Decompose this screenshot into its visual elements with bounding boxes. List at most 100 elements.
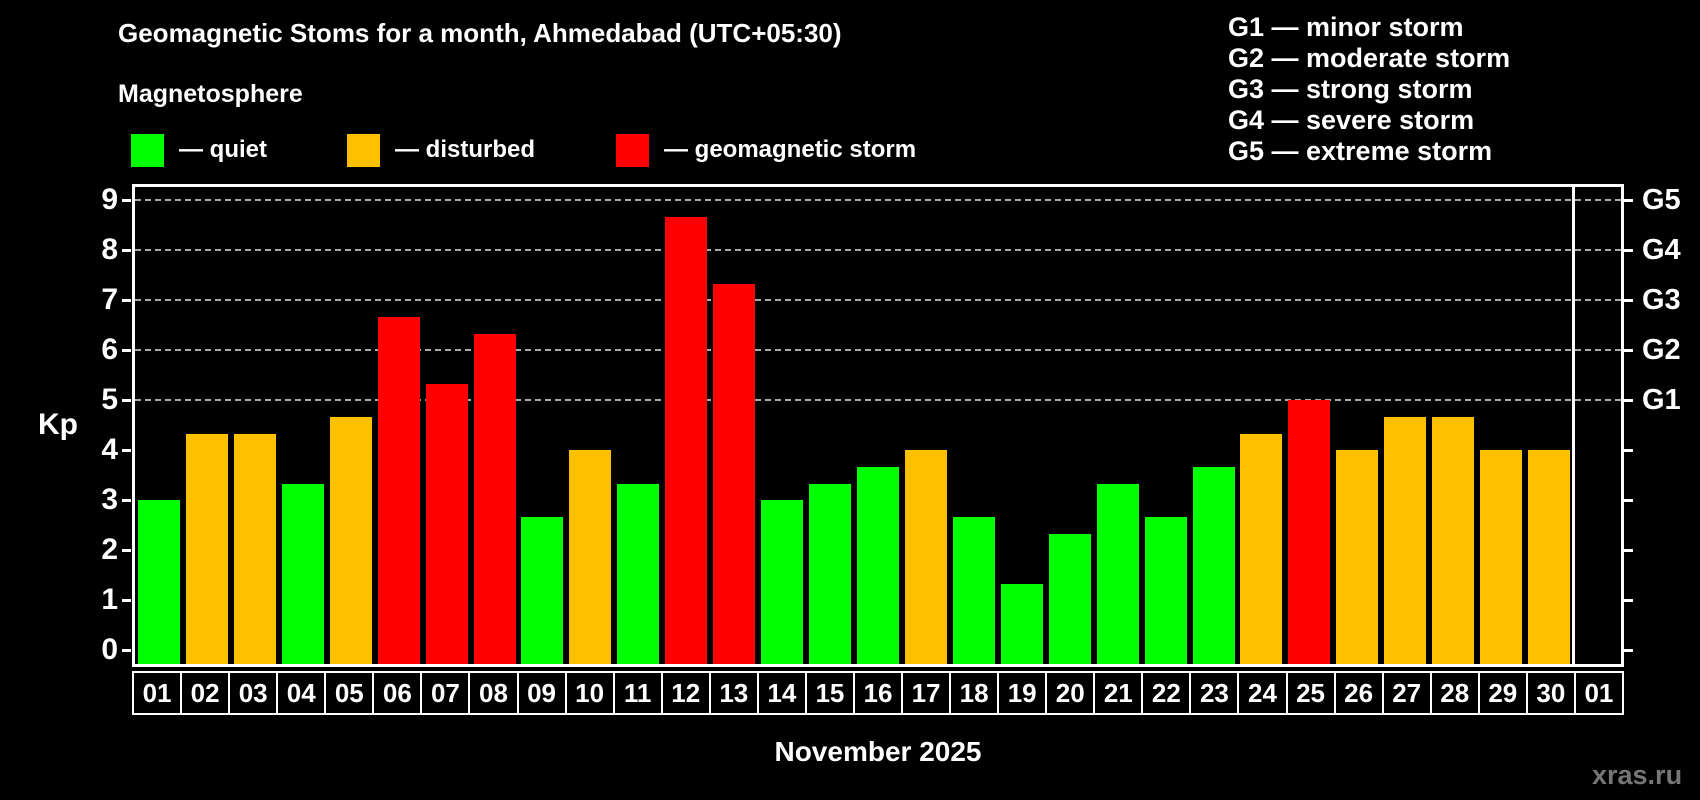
bar-day-15: [809, 483, 852, 664]
bar-day-19: [1000, 583, 1043, 664]
left-tick-kp7: [122, 298, 131, 302]
bar-day-22: [1144, 516, 1187, 664]
g-legend-line-g5: G5 — extreme storm: [1228, 136, 1493, 166]
right-axis-label-g2: G2: [1642, 334, 1681, 366]
day-label-21: 21: [1093, 671, 1144, 715]
day-label-01-next: 01: [1573, 671, 1624, 715]
y-tick-label-5: 5: [101, 383, 118, 416]
right-tick-kp5: [1624, 398, 1633, 402]
day-label-14: 14: [756, 671, 807, 715]
gridline-kp9: [135, 199, 1621, 201]
left-tick-kp0: [122, 648, 131, 652]
right-axis-label-g5: G5: [1642, 184, 1681, 216]
plot-area: [132, 184, 1624, 667]
y-tick-label-3: 3: [101, 483, 118, 516]
bar-day-18: [952, 516, 995, 664]
day-label-20: 20: [1045, 671, 1096, 715]
left-tick-kp1: [122, 598, 131, 602]
day-label-07: 07: [420, 671, 471, 715]
left-tick-kp2: [122, 548, 131, 552]
bar-day-26: [1336, 450, 1379, 664]
day-label-28: 28: [1429, 671, 1480, 715]
right-tick-kp1: [1624, 598, 1633, 602]
gridline-kp5: [135, 399, 1621, 401]
chart-subtitle: Magnetosphere: [118, 80, 303, 108]
bar-day-29: [1480, 450, 1523, 664]
y-tick-label-4: 4: [101, 433, 118, 466]
right-axis-label-g1: G1: [1642, 384, 1681, 416]
bar-day-20: [1048, 533, 1091, 664]
right-tick-kp0: [1624, 648, 1633, 652]
bar-day-23: [1192, 466, 1235, 664]
right-tick-kp6: [1624, 348, 1633, 352]
bar-day-02: [185, 433, 228, 664]
bar-day-07: [425, 383, 468, 664]
y-tick-label-1: 1: [101, 583, 118, 616]
bar-day-13: [713, 283, 756, 664]
month-boundary-line: [1571, 187, 1575, 664]
bar-day-17: [904, 450, 947, 664]
y-tick-label-7: 7: [101, 283, 118, 316]
day-label-29: 29: [1477, 671, 1528, 715]
day-label-16: 16: [852, 671, 903, 715]
bar-day-16: [857, 466, 899, 664]
day-label-06: 06: [372, 671, 423, 715]
right-tick-kp3: [1624, 498, 1633, 502]
day-label-10: 10: [564, 671, 615, 715]
bar-day-30: [1528, 450, 1571, 664]
left-tick-kp8: [122, 248, 131, 252]
legend-label: — geomagnetic storm: [664, 136, 917, 163]
x-axis-title: November 2025: [774, 736, 982, 767]
day-label-11: 11: [612, 671, 663, 715]
bar-day-28: [1432, 416, 1475, 664]
day-label-15: 15: [804, 671, 855, 715]
day-label-17: 17: [901, 671, 952, 715]
left-tick-kp6: [122, 348, 131, 352]
bar-day-06: [377, 316, 420, 664]
y-tick-label-8: 8: [101, 233, 118, 266]
day-label-12: 12: [660, 671, 711, 715]
legend-item-storm: — geomagnetic storm: [616, 133, 916, 167]
day-label-18: 18: [949, 671, 1000, 715]
right-tick-kp8: [1624, 248, 1633, 252]
y-tick-label-9: 9: [101, 183, 118, 216]
bar-day-01: [137, 500, 180, 664]
bar-day-24: [1240, 433, 1283, 664]
storm-color-swatch-icon: [616, 133, 649, 167]
legend-item-quiet: — quiet: [131, 133, 267, 167]
left-tick-kp3: [122, 498, 131, 502]
day-label-08: 08: [468, 671, 519, 715]
bar-day-25: [1288, 400, 1331, 664]
watermark: xras.ru: [1592, 760, 1683, 790]
day-label-02: 02: [180, 671, 231, 715]
legend-label: — disturbed: [395, 136, 536, 163]
legend-label: — quiet: [179, 136, 267, 163]
left-tick-kp9: [122, 198, 131, 202]
bar-day-11: [617, 483, 660, 664]
y-axis-title: Kp: [38, 408, 78, 441]
bar-day-14: [761, 500, 804, 664]
day-label-23: 23: [1189, 671, 1240, 715]
g-legend-line-g1: G1 — minor storm: [1228, 12, 1464, 42]
gridline-kp7: [135, 299, 1621, 301]
day-label-27: 27: [1381, 671, 1432, 715]
y-tick-label-0: 0: [101, 633, 118, 666]
day-label-04: 04: [276, 671, 327, 715]
right-axis-label-g3: G3: [1642, 284, 1681, 316]
disturbed-color-swatch-icon: [347, 133, 380, 167]
day-label-03: 03: [228, 671, 279, 715]
x-axis-day-labels: 01 02 03 04 05 06 07 08 09 10 11 12 13 14 15 16 17 18 19 20…: [132, 671, 1624, 715]
day-label-22: 22: [1141, 671, 1192, 715]
right-tick-kp4: [1624, 448, 1633, 452]
bar-day-05: [329, 416, 372, 664]
y-tick-label-6: 6: [101, 333, 118, 366]
quiet-color-swatch-icon: [131, 133, 164, 167]
day-label-01: 01: [132, 671, 183, 715]
bar-day-08: [473, 333, 516, 664]
left-tick-kp5: [122, 398, 131, 402]
day-label-09: 09: [516, 671, 567, 715]
bar-day-04: [281, 483, 324, 664]
gridline-kp8: [135, 249, 1621, 251]
g-legend-line-g2: G2 — moderate storm: [1228, 43, 1511, 73]
